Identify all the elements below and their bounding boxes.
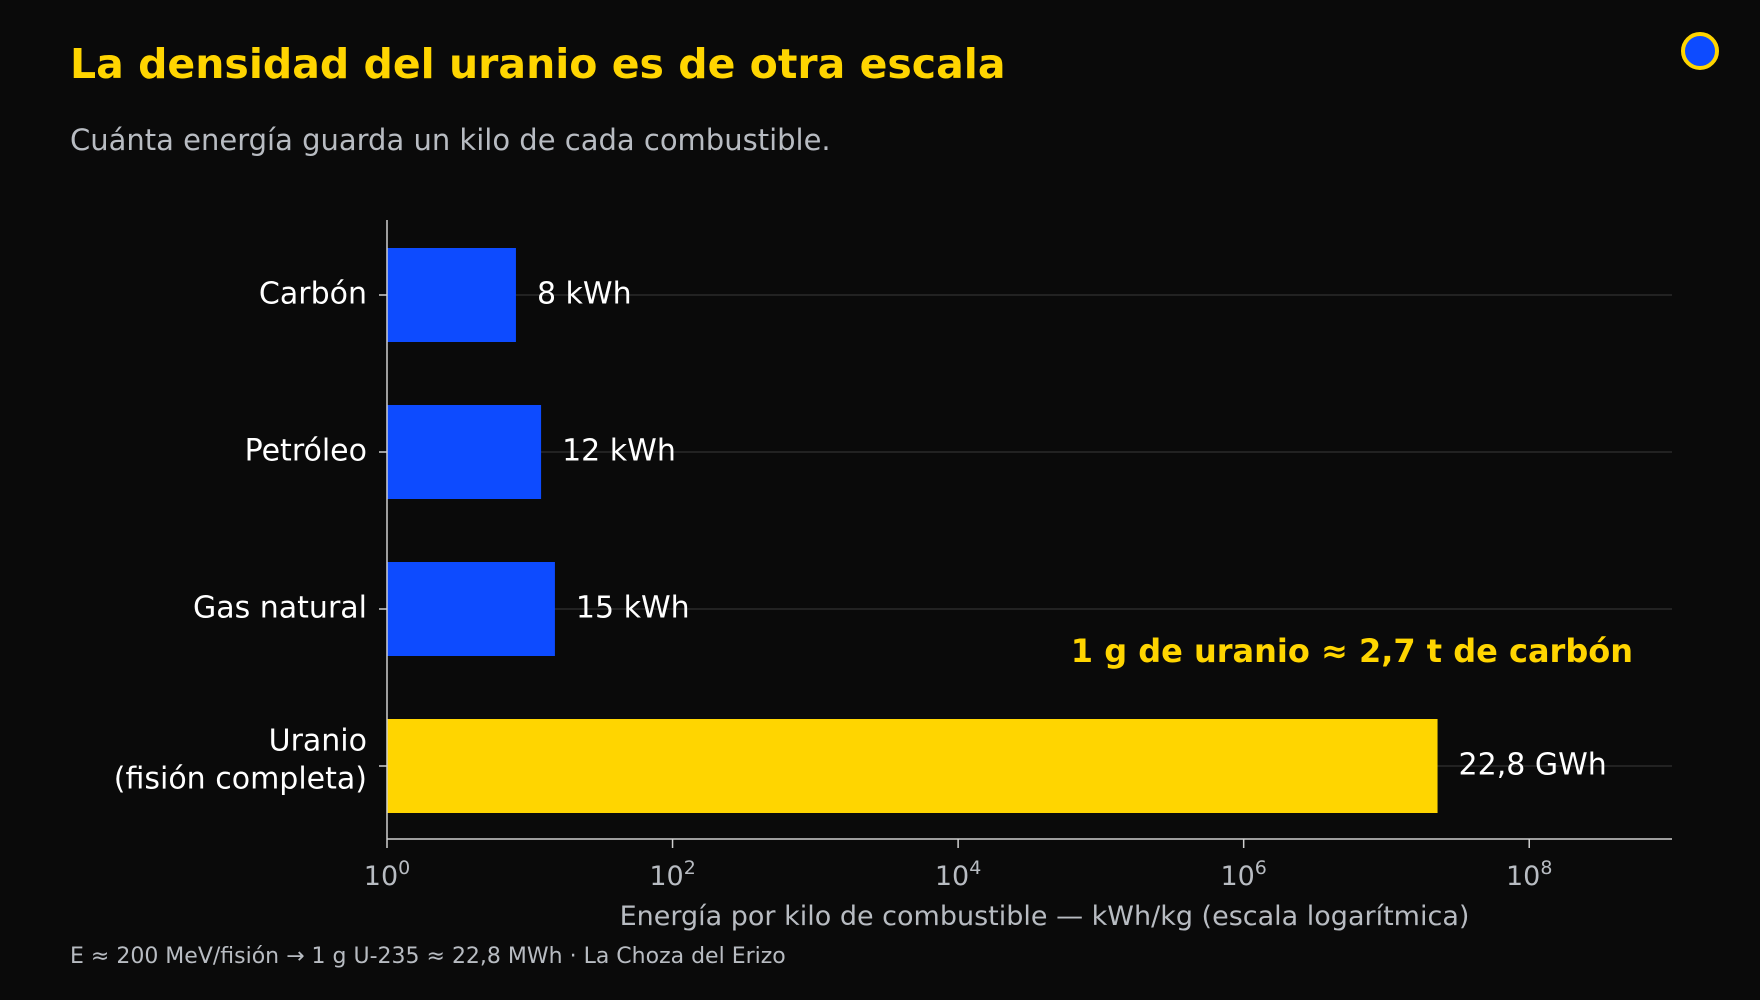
annotation: 1 g de uranio ≈ 2,7 t de carbón	[1071, 632, 1633, 670]
bar	[387, 562, 555, 656]
category-label: Carbón	[259, 277, 367, 312]
x-tick-label: 104	[935, 857, 981, 892]
value-label: 8 kWh	[537, 277, 632, 312]
chart-title: La densidad del uranio es de otra escala	[70, 40, 1006, 88]
x-tick-label: 108	[1506, 857, 1552, 892]
category-label: Gas natural	[193, 591, 367, 626]
x-tick-label: 100	[364, 857, 410, 892]
x-tick-label: 106	[1220, 857, 1266, 892]
value-label: 22,8 GWh	[1459, 748, 1607, 783]
category-label: Uranio (fisión completa)	[114, 724, 367, 797]
category-label: Petróleo	[245, 434, 367, 469]
bar	[387, 405, 542, 499]
footer-note: E ≈ 200 MeV/fisión → 1 g U-235 ≈ 22,8 MW…	[70, 944, 786, 969]
value-label: 12 kWh	[562, 434, 676, 469]
x-tick-label: 102	[649, 857, 695, 892]
logo-badge	[1681, 32, 1719, 70]
bar	[387, 248, 516, 342]
bar	[387, 719, 1438, 813]
chart-subtitle: Cuánta energía guarda un kilo de cada co…	[70, 123, 831, 157]
x-axis-label: Energía por kilo de combustible — kWh/kg…	[620, 901, 1470, 932]
value-label: 15 kWh	[576, 591, 690, 626]
